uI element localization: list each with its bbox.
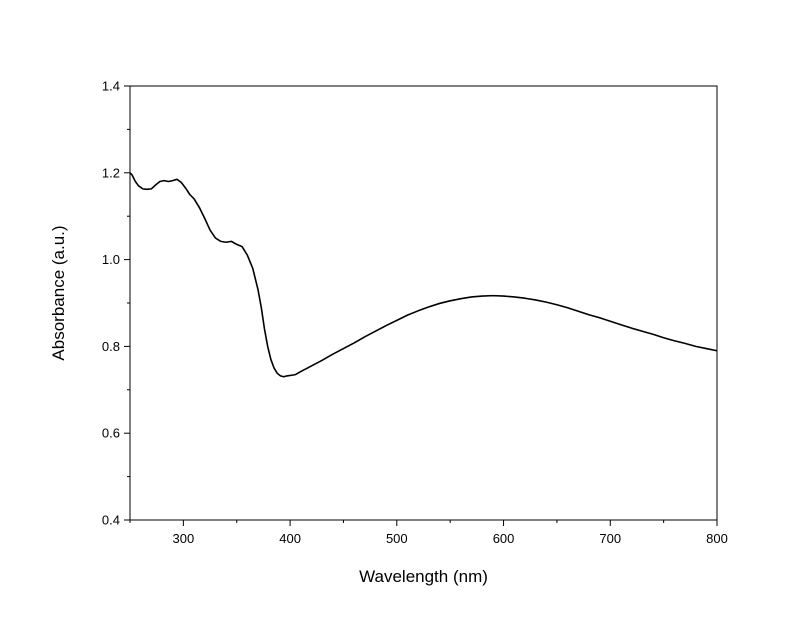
y-tick-label: 0.8 xyxy=(102,339,120,354)
plot-frame xyxy=(129,85,718,521)
y-tick-label: 0.4 xyxy=(102,513,120,528)
y-axis-label: Absorbance (a.u.) xyxy=(49,225,68,360)
y-tick-label: 0.6 xyxy=(102,426,120,441)
y-axis: 0.4 0.6 0.8 1.0 1.2 1.4 xyxy=(102,79,130,528)
y-tick-label: 1.0 xyxy=(102,252,120,267)
y-tick-label: 1.2 xyxy=(102,165,120,180)
x-tick-label: 700 xyxy=(599,531,621,546)
x-tick-label: 500 xyxy=(386,531,408,546)
x-tick-label: 300 xyxy=(173,531,195,546)
x-tick-label: 800 xyxy=(706,531,728,546)
x-axis-label: Wavelength (nm) xyxy=(359,567,488,586)
series-line xyxy=(129,172,718,378)
x-tick-label: 600 xyxy=(493,531,515,546)
x-axis: 300 400 500 600 700 800 xyxy=(129,520,728,546)
x-tick-label: 400 xyxy=(279,531,301,546)
y-tick-label: 1.4 xyxy=(102,79,120,94)
